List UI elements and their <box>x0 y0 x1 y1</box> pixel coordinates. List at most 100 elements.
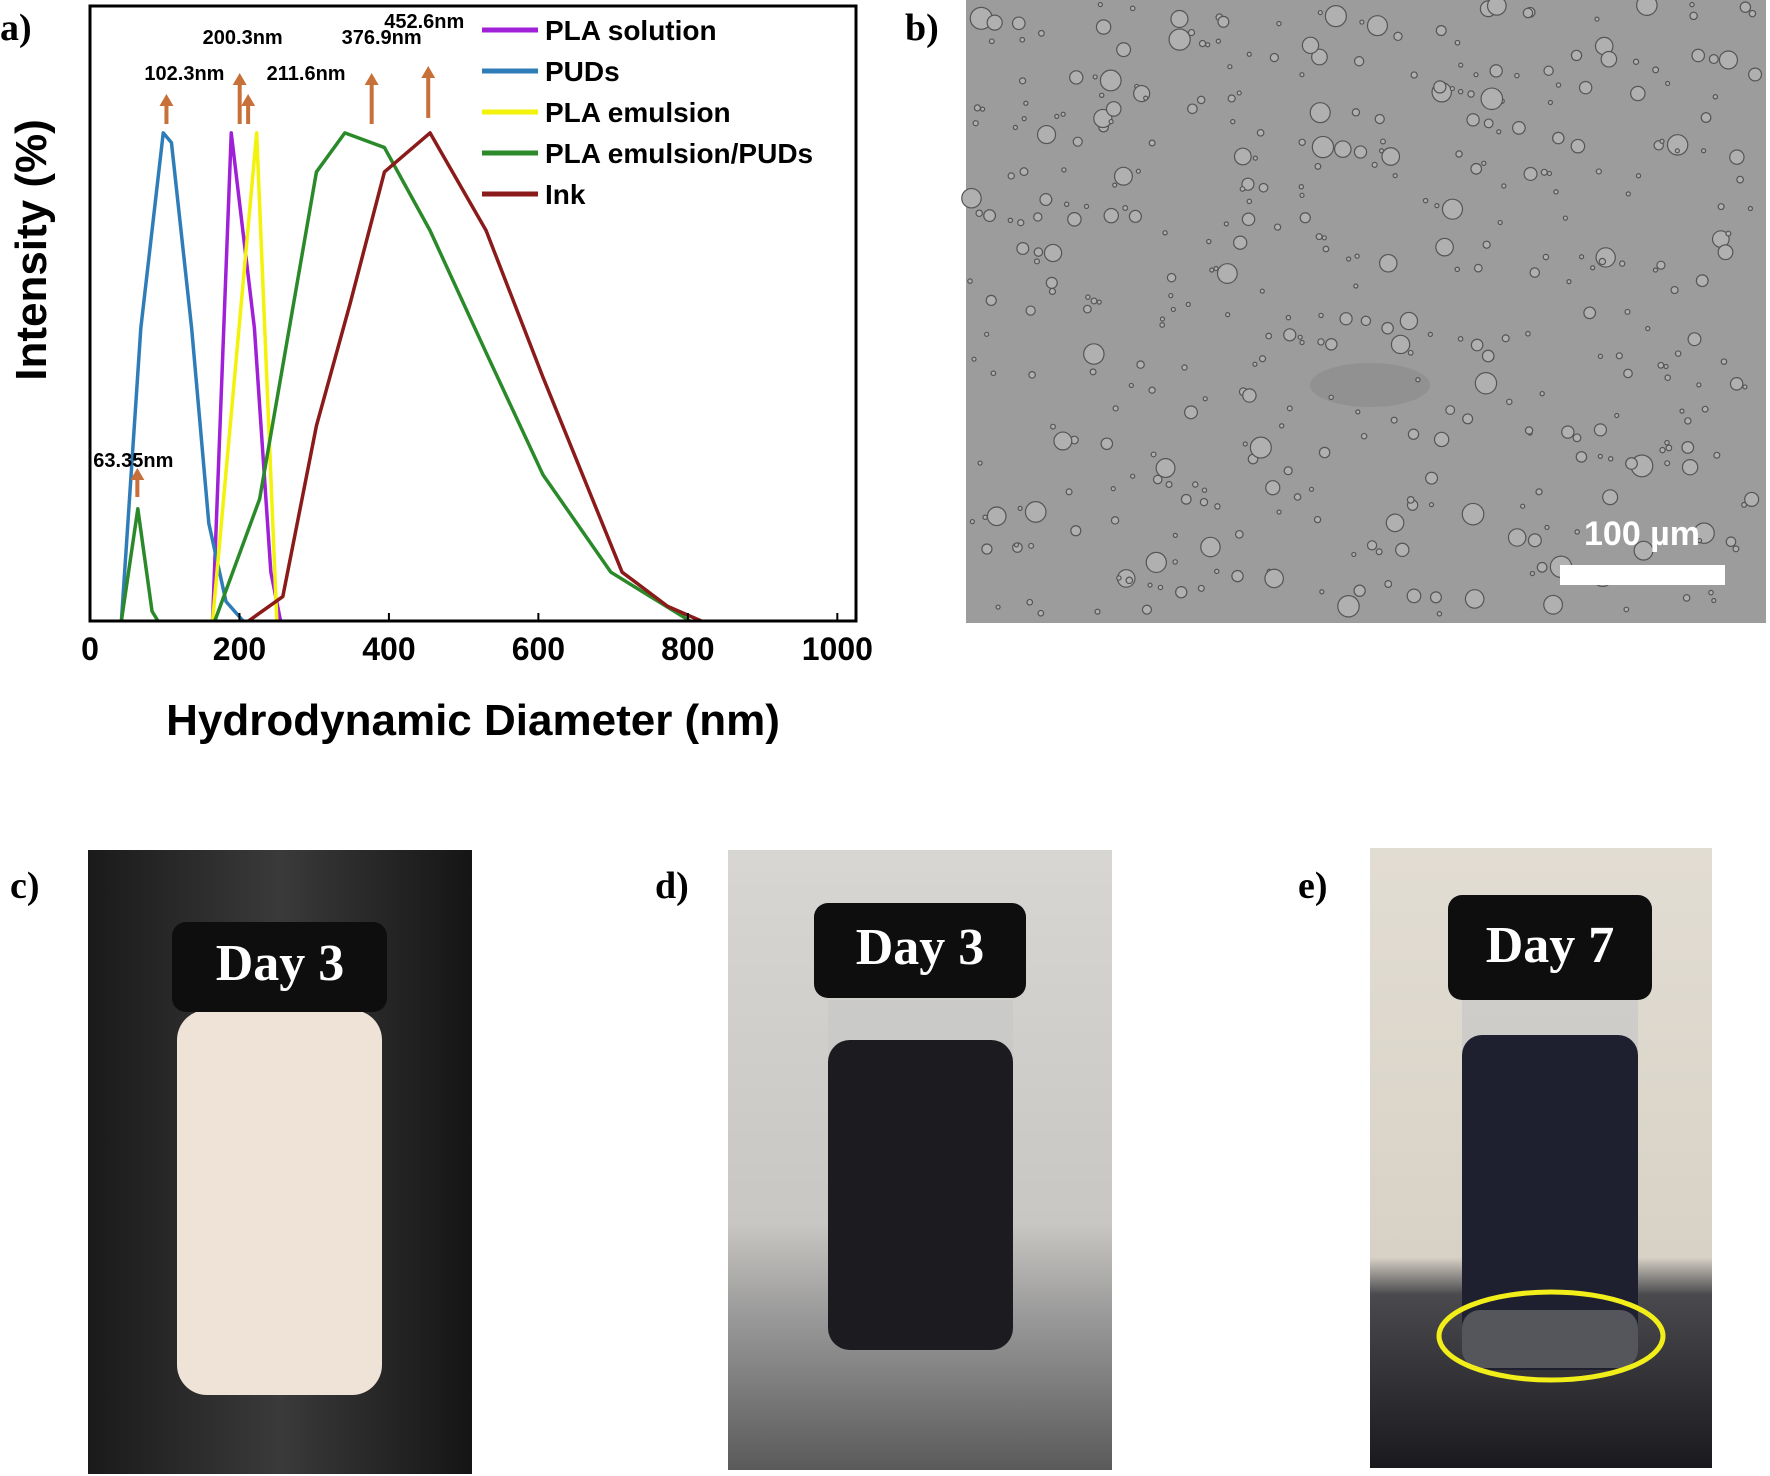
droplet <box>1351 108 1361 117</box>
droplet <box>1355 409 1361 415</box>
droplet <box>1393 31 1403 42</box>
droplet <box>1019 167 1029 177</box>
droplet <box>1711 597 1717 604</box>
droplet <box>1116 575 1122 581</box>
droplet <box>1684 417 1692 425</box>
droplet <box>1632 58 1640 65</box>
droplet <box>1696 537 1703 544</box>
droplet <box>1227 64 1233 70</box>
droplet <box>1152 474 1163 485</box>
droplet <box>1539 390 1545 397</box>
droplet <box>1185 301 1191 308</box>
droplet <box>1033 258 1040 265</box>
droplet <box>1406 588 1422 604</box>
droplet <box>1205 42 1211 48</box>
droplet <box>1575 451 1588 463</box>
micrograph: 100 µm <box>961 0 1766 623</box>
droplet <box>1652 267 1659 273</box>
droplet <box>1301 36 1320 55</box>
droplet <box>1200 536 1221 558</box>
droplet <box>1462 413 1474 425</box>
droplet <box>1445 405 1456 415</box>
droplet <box>1512 121 1526 135</box>
droplet <box>1019 36 1026 43</box>
droplet <box>1497 219 1503 226</box>
droplet <box>1043 243 1063 263</box>
droplet <box>1501 334 1510 343</box>
droplet <box>1742 384 1748 390</box>
droplet <box>1318 312 1324 319</box>
droplet <box>1128 209 1142 223</box>
droplet <box>1337 594 1360 618</box>
droplet <box>1225 311 1231 318</box>
droplet <box>1473 72 1479 78</box>
droplet <box>1578 80 1593 95</box>
droplet <box>1264 568 1284 589</box>
droplet <box>1012 124 1019 131</box>
photo-caption: Day 3 <box>856 919 985 976</box>
droplet <box>1713 451 1721 459</box>
legend-label: PUDs <box>545 56 620 87</box>
droplet <box>1201 487 1208 493</box>
droplet <box>1093 108 1113 129</box>
droplet <box>1435 25 1447 37</box>
droplet <box>1406 496 1415 504</box>
droplet <box>1011 16 1026 31</box>
droplet <box>1314 162 1322 170</box>
legend-label: PLA emulsion <box>545 97 731 128</box>
droplet <box>1197 584 1205 592</box>
droplet <box>1570 138 1586 154</box>
droplet <box>1246 198 1253 205</box>
droplet <box>1283 328 1297 342</box>
droplet <box>1529 570 1536 577</box>
x-tick-label: 200 <box>213 631 266 667</box>
droplet <box>977 460 983 466</box>
droplet <box>1108 118 1114 125</box>
droplet <box>1736 175 1745 184</box>
peak-arrowhead <box>364 73 379 85</box>
droplet <box>1168 28 1191 51</box>
droplet <box>1523 166 1538 181</box>
droplet <box>1482 240 1491 249</box>
droplet <box>1273 223 1282 231</box>
peak-label: 211.6nm <box>267 63 346 85</box>
droplet <box>1522 7 1534 19</box>
droplet <box>1354 253 1360 259</box>
droplet <box>1529 267 1541 278</box>
droplet <box>975 209 984 218</box>
droplet <box>1562 215 1569 221</box>
droplet <box>1063 201 1070 208</box>
droplet <box>1566 279 1572 285</box>
droplet <box>1230 118 1236 125</box>
droplet <box>1633 540 1654 561</box>
droplet <box>1720 358 1728 365</box>
droplet <box>1570 49 1583 62</box>
series-line <box>119 131 245 623</box>
scale-bar-label: 100 µm <box>1584 515 1700 553</box>
droplet <box>1691 48 1706 63</box>
peak-arrowhead <box>159 94 174 106</box>
droplet <box>990 370 997 377</box>
droplet <box>1725 230 1732 237</box>
droplet <box>983 209 997 223</box>
photo: Day 3 <box>728 850 1112 1470</box>
droplet <box>1470 162 1483 175</box>
droplet <box>1594 16 1600 22</box>
droplet <box>1555 82 1562 88</box>
droplet <box>1674 148 1680 154</box>
droplet <box>984 331 990 337</box>
droplet <box>1116 42 1132 58</box>
droplet <box>1293 493 1302 501</box>
droplet <box>1053 431 1073 451</box>
droplet <box>1299 339 1305 346</box>
droplet <box>1663 363 1669 370</box>
droplet <box>1696 382 1702 388</box>
vial-cap <box>172 922 387 1012</box>
droplet <box>1470 338 1484 352</box>
droplet <box>972 120 979 127</box>
droplet <box>1461 502 1485 526</box>
droplet <box>1708 589 1714 596</box>
droplet <box>1624 308 1631 315</box>
series-line <box>247 131 703 623</box>
droplet <box>1645 325 1651 332</box>
